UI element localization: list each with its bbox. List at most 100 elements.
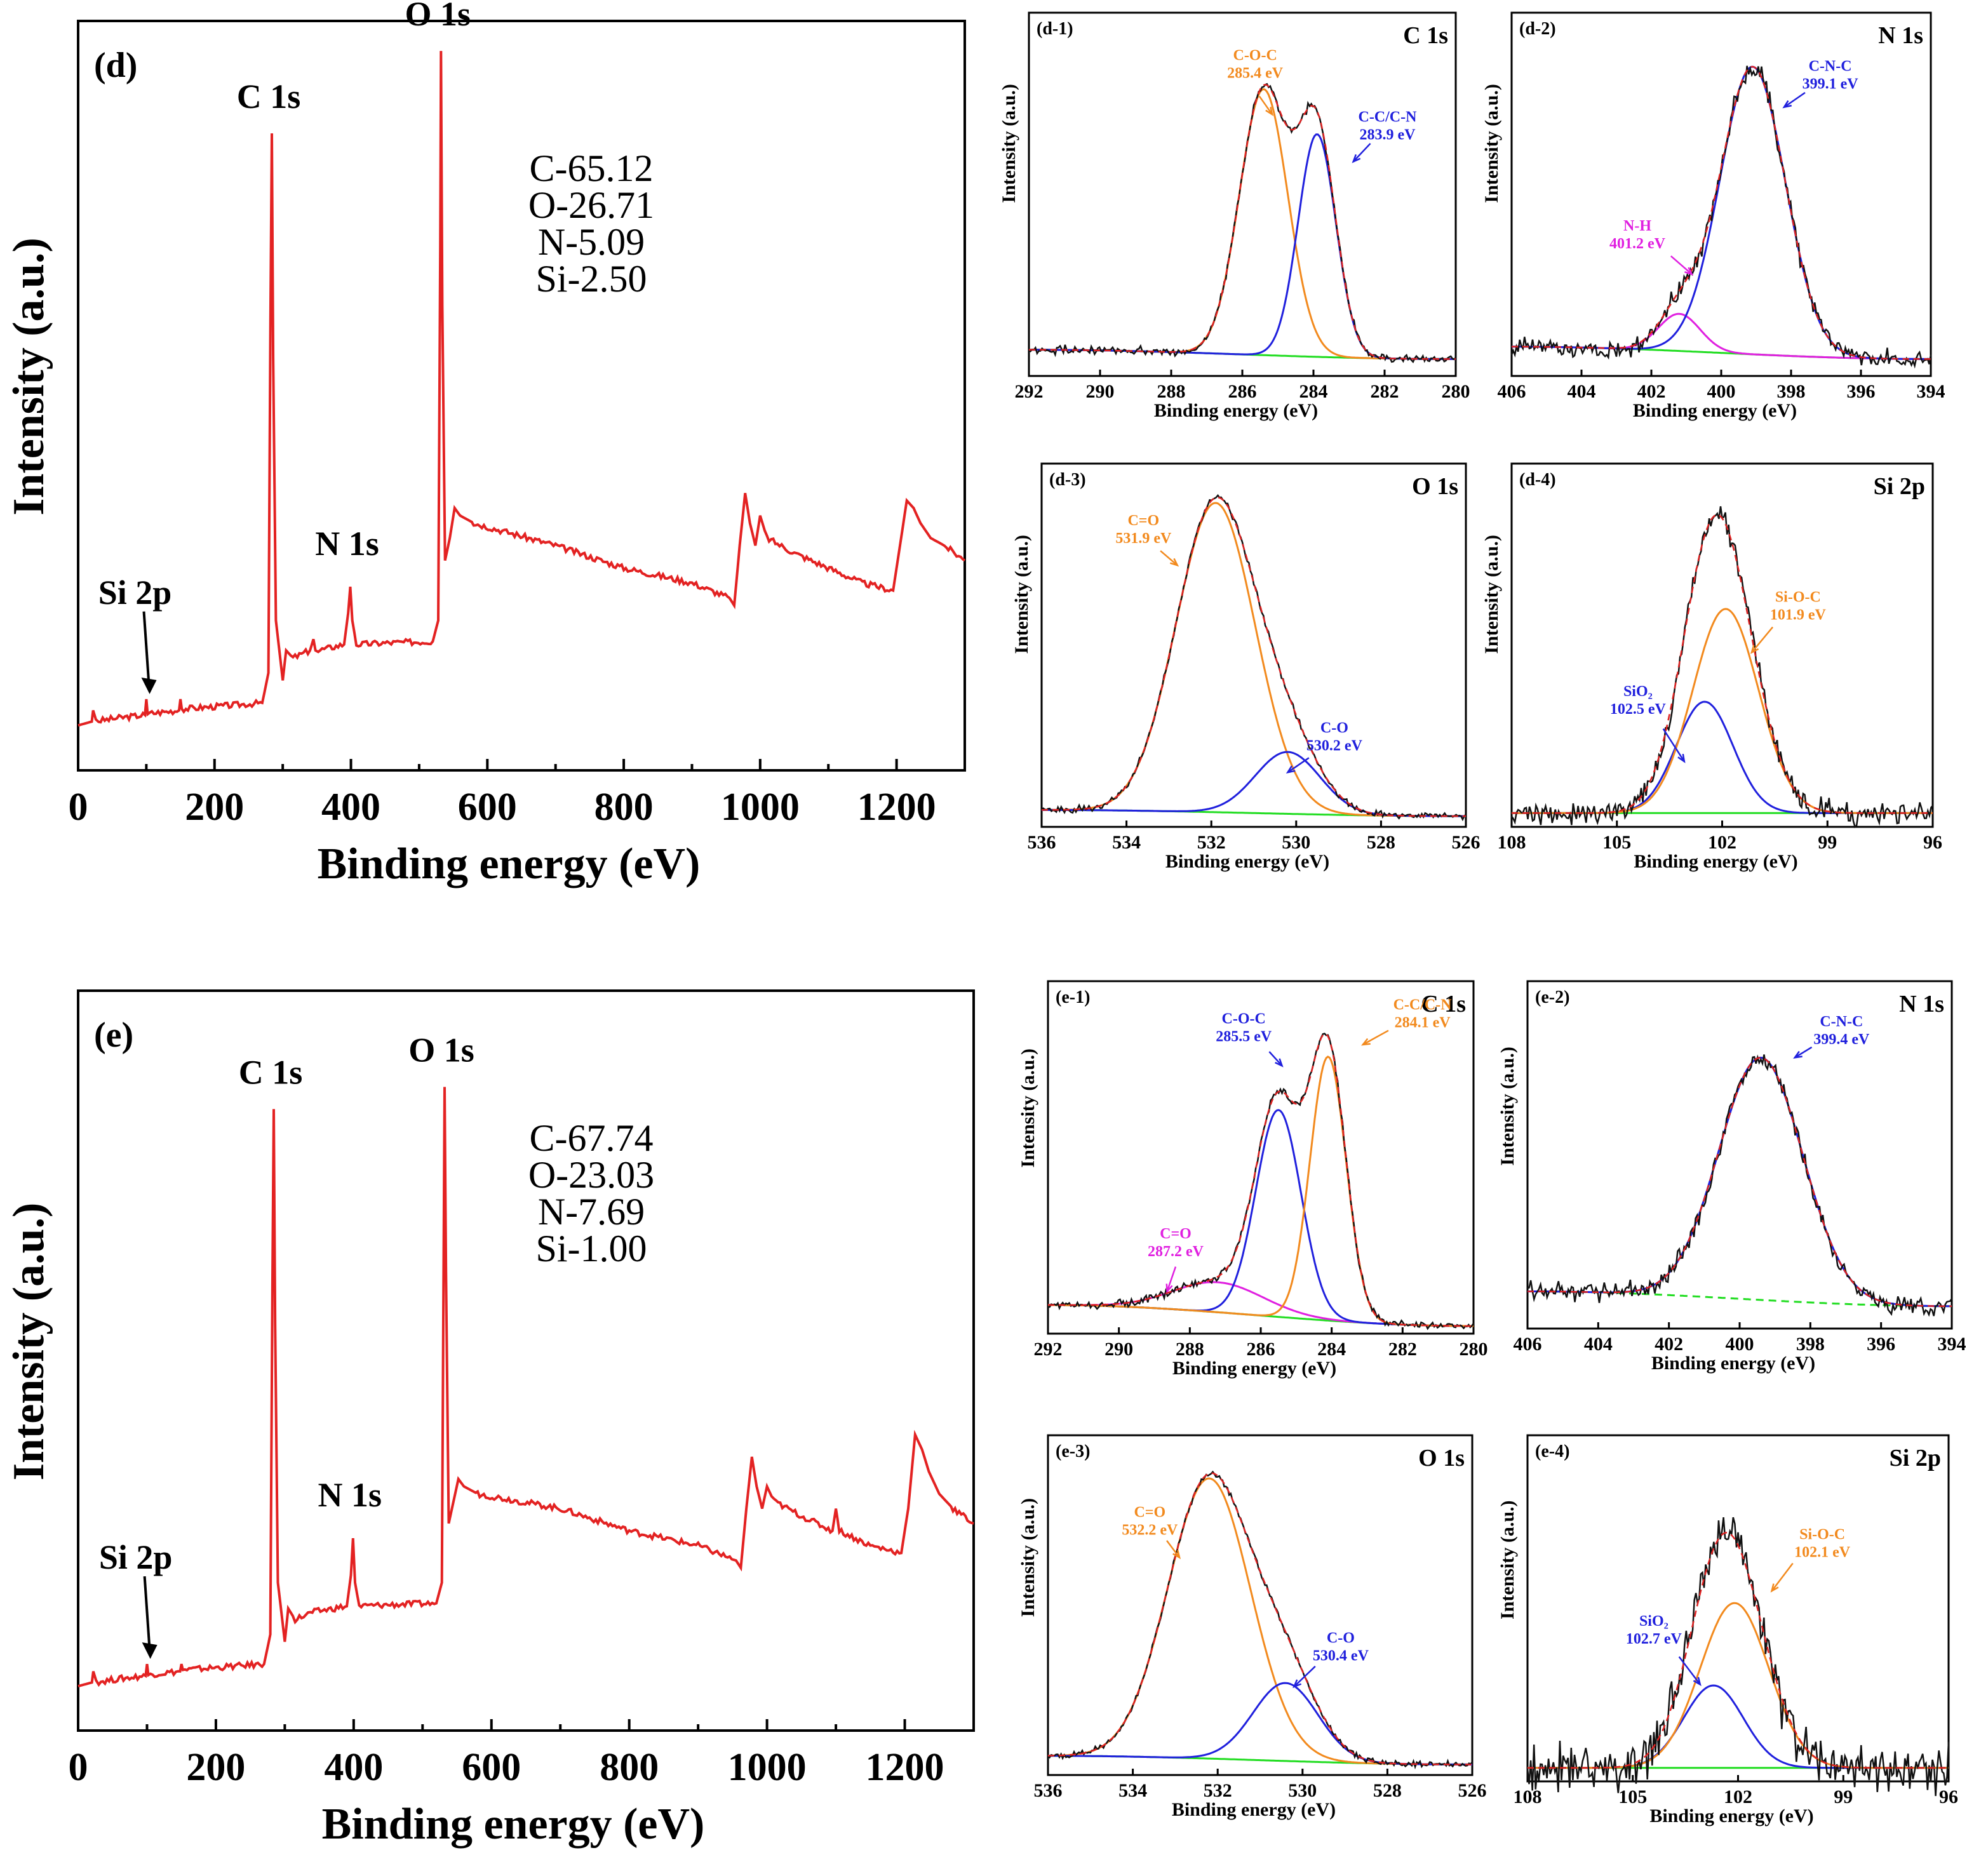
e-4-component-2-energy: 102.1 eV (1794, 1544, 1851, 1561)
e-1-component-1-pointer (1166, 1266, 1177, 1292)
e-4-component-2-pointer-head (1770, 1583, 1779, 1593)
d-3-frame (1040, 462, 1467, 828)
d-1-component-1-pointer-head (1265, 107, 1273, 116)
e-4-component-2-label: Si-O-C (1799, 1527, 1845, 1543)
e-2-xtick-label: 400 (1726, 1334, 1754, 1355)
d-4-xtick-label: 102 (1708, 832, 1736, 853)
d-3-component-2-pointer-head (1286, 765, 1296, 774)
d-2-xtick-label: 404 (1568, 381, 1596, 402)
e-4-frame (1526, 1434, 1950, 1783)
e-1-xtick-label: 282 (1388, 1339, 1417, 1360)
e-3-frame (1047, 1434, 1474, 1776)
d-1-component-2-pointer-head (1352, 154, 1361, 163)
e-1-component-1-pointer-head (1165, 1283, 1173, 1294)
d-survey-peak-label: Si 2p (98, 573, 172, 612)
e-3-fit-envelope-line (1047, 1472, 1472, 1765)
e-3-chart: 536 534 532 530 528 526 Binding energy (eV) Int… (1017, 1434, 1487, 1820)
d-4-xtick-label: 96 (1923, 832, 1942, 853)
e-4-component-1-pointer (1678, 1656, 1701, 1685)
d-4-fit-envelope-line (1512, 514, 1933, 814)
e-2-xtick-label: 402 (1655, 1334, 1683, 1355)
e-2-component-1-pointer-head (1793, 1050, 1803, 1059)
e-survey-xtick-label: 800 (600, 1746, 659, 1789)
d-2-component-2-pointer-head (1782, 100, 1792, 109)
d-4-raw-data-line (1510, 506, 1933, 829)
d-survey-frame (77, 20, 966, 772)
d-1-xtick-label: 290 (1086, 381, 1115, 402)
d-1-component-2-label: C-C/C-N (1358, 109, 1417, 126)
d-3-ylabel: Intensity (a.u.) (1011, 535, 1032, 654)
d-4-component-2-pointer (1750, 626, 1774, 653)
e-4-ylabel: Intensity (a.u.) (1497, 1500, 1518, 1619)
e-1-component-2-pointer (1268, 1051, 1283, 1067)
e-4-xtick-label: 96 (1939, 1786, 1958, 1807)
d-3-component-2-line (1042, 751, 1466, 817)
d-4-component-2-label: Si-O-C (1775, 589, 1821, 605)
d-1-component-2-pointer (1352, 143, 1371, 163)
e-2-fit-envelope-line (1527, 1057, 1952, 1307)
e-1-component-3-label: C-C/C-N (1393, 996, 1453, 1013)
e-survey-composition: N-7.69 (538, 1191, 645, 1233)
d-3-xtick-label: 534 (1112, 832, 1141, 853)
d-1-ylabel: Intensity (a.u.) (998, 84, 1019, 203)
d-1-component-1-energy: 285.4 eV (1227, 65, 1284, 81)
d-2-core-level: N 1s (1878, 22, 1923, 49)
d-3-xtick-label: 536 (1028, 832, 1056, 853)
d-4-xtick-label: 99 (1818, 832, 1837, 853)
d-2-frame (1510, 11, 1932, 377)
e-3-component-2-pointer (1293, 1665, 1316, 1687)
d-3-xtick-label: 526 (1452, 832, 1480, 853)
e-3-xtick-label: 526 (1458, 1780, 1487, 1801)
d-4-xtick-label: 108 (1498, 832, 1526, 853)
e-2-component-1-energy: 399.4 eV (1813, 1031, 1870, 1048)
e-3-xlabel: Binding energy (eV) (1172, 1799, 1336, 1820)
d-3-component-2-label: C-O (1320, 720, 1348, 736)
d-survey-peak-arrow (142, 611, 151, 686)
e-1-component-2-pointer-head (1275, 1058, 1284, 1068)
e-3-xtick-label: 530 (1288, 1780, 1317, 1801)
d-3-panel-label: (d-3) (1049, 470, 1086, 490)
e-1-component-1-energy: 287.2 eV (1148, 1243, 1204, 1260)
d-1-component-1-label: C-O-C (1233, 47, 1277, 64)
e-1-xtick-label: 284 (1317, 1339, 1346, 1360)
e-survey-ylabel: Intensity (a.u.) (4, 1203, 53, 1481)
d-survey-peak-label: O 1s (405, 0, 471, 33)
d-3-component-1-line (1042, 502, 1466, 817)
e-3-xtick-label: 532 (1204, 1780, 1232, 1801)
d-2-xtick-label: 406 (1498, 381, 1526, 402)
e-1-component-3-line (1048, 1055, 1474, 1327)
e-2-xtick-label: 394 (1938, 1334, 1966, 1355)
d-3-fit-envelope-line (1042, 497, 1466, 817)
d-2-raw-data-line (1510, 65, 1932, 369)
e-survey-xtick-label: 200 (186, 1746, 245, 1789)
d-3-chart: 536 534 532 530 528 526 Binding energy (eV) Int… (1011, 462, 1480, 872)
d-survey-chart: 0 200 400 600 800 1000 1200 Binding energy (eV)… (4, 0, 966, 888)
e-survey-composition: Si-1.00 (535, 1228, 647, 1270)
d-survey-composition: C-65.12 (530, 147, 654, 189)
e-survey-peak-label: Si 2p (99, 1538, 173, 1576)
d-3-component-2-energy: 530.2 eV (1306, 737, 1363, 754)
e-1-raw-data-line (1047, 1033, 1475, 1330)
e-3-core-level: O 1s (1418, 1445, 1465, 1471)
d-2-ylabel: Intensity (a.u.) (1481, 84, 1502, 203)
e-4-component-1-label: SiO₂ (1639, 1613, 1668, 1630)
d-4-xlabel: Binding energy (eV) (1634, 851, 1797, 872)
e-survey-chart: 0 200 400 600 800 1000 1200 Binding energy (eV)… (4, 989, 975, 1849)
e-3-xtick-label: 528 (1373, 1780, 1402, 1801)
e-1-xtick-label: 290 (1104, 1339, 1133, 1360)
e-3-component-1-line (1047, 1477, 1472, 1765)
e-1-component-2-label: C-O-C (1222, 1011, 1266, 1028)
d-3-xtick-label: 528 (1367, 832, 1395, 853)
d-survey-composition: Si-2.50 (535, 258, 647, 300)
e-4-component-1-pointer-head (1693, 1677, 1702, 1686)
d-survey-composition: N-5.09 (538, 221, 645, 263)
d-4-component-2-line (1512, 608, 1933, 814)
d-4-component-1-pointer (1662, 728, 1685, 762)
e-4-component-1-energy: 102.7 eV (1626, 1631, 1682, 1647)
e-survey-xtick-label: 0 (69, 1746, 88, 1789)
e-1-xtick-label: 292 (1034, 1339, 1063, 1360)
d-1-xlabel: Binding energy (eV) (1154, 400, 1318, 421)
d-survey-composition: O-26.71 (528, 184, 654, 226)
e-1-xlabel: Binding energy (eV) (1172, 1358, 1336, 1379)
e-2-xtick-label: 404 (1584, 1334, 1613, 1355)
